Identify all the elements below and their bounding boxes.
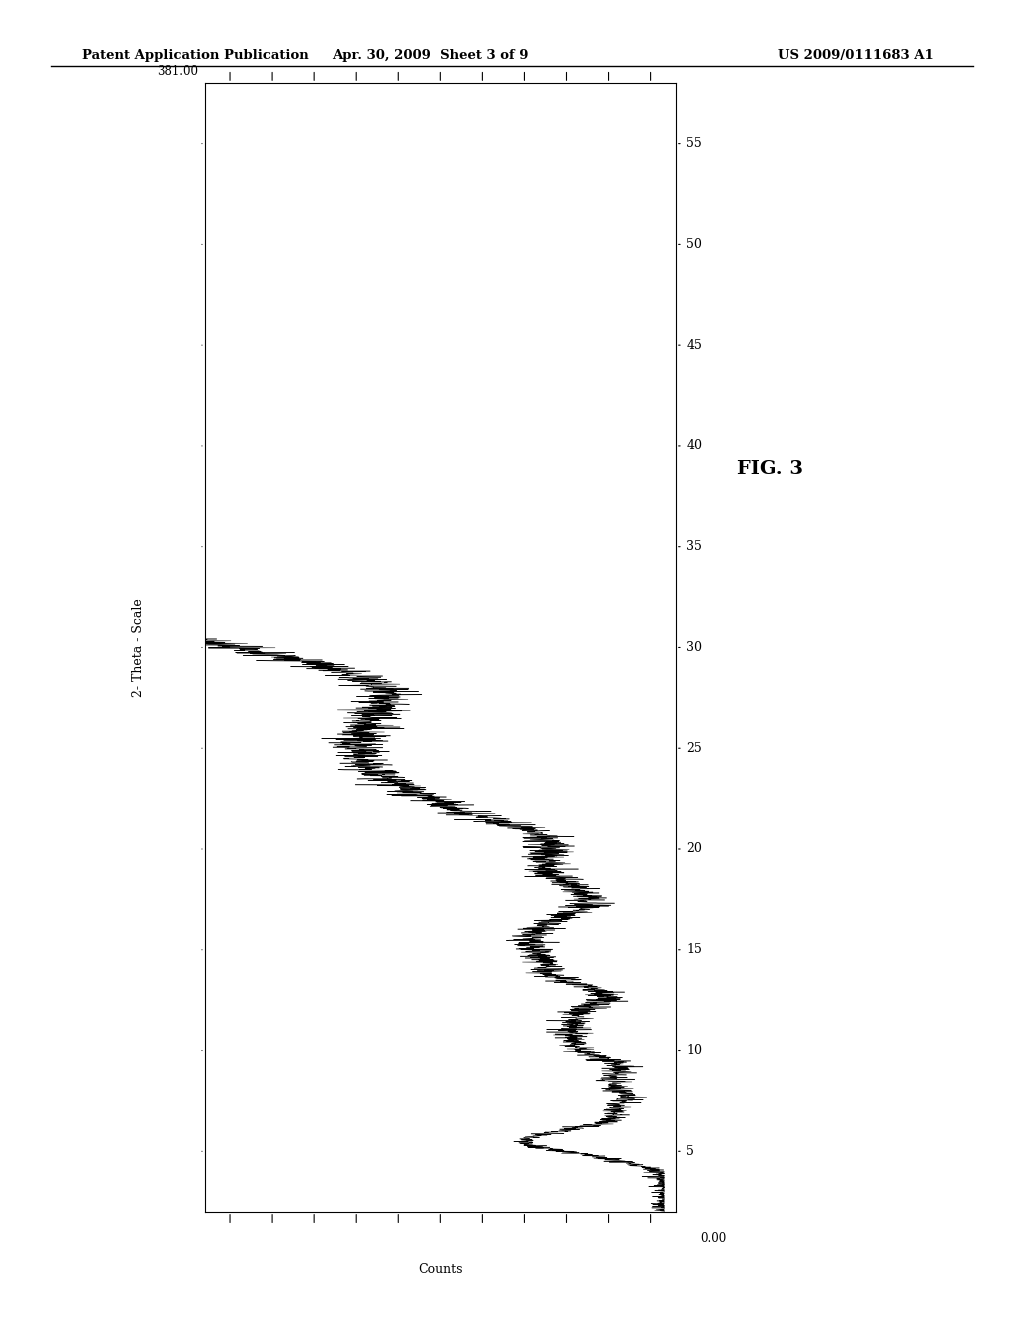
Text: 0.00: 0.00 xyxy=(700,1232,727,1245)
Text: 40: 40 xyxy=(686,440,702,453)
Text: 20: 20 xyxy=(686,842,702,855)
Text: 15: 15 xyxy=(686,944,702,956)
Text: 30: 30 xyxy=(686,642,702,653)
Text: 55: 55 xyxy=(686,137,702,150)
Text: 2- Theta - Scale: 2- Theta - Scale xyxy=(132,598,145,697)
Text: 35: 35 xyxy=(686,540,702,553)
Text: Counts: Counts xyxy=(418,1262,463,1275)
Text: US 2009/0111683 A1: US 2009/0111683 A1 xyxy=(778,49,934,62)
Text: 45: 45 xyxy=(686,339,702,351)
Text: FIG. 3: FIG. 3 xyxy=(737,459,803,478)
Text: Patent Application Publication: Patent Application Publication xyxy=(82,49,308,62)
Text: 5: 5 xyxy=(686,1144,694,1158)
Text: 25: 25 xyxy=(686,742,702,755)
Text: 10: 10 xyxy=(686,1044,702,1057)
Text: 381.00: 381.00 xyxy=(157,65,198,78)
Text: Apr. 30, 2009  Sheet 3 of 9: Apr. 30, 2009 Sheet 3 of 9 xyxy=(332,49,528,62)
Text: 50: 50 xyxy=(686,238,702,251)
